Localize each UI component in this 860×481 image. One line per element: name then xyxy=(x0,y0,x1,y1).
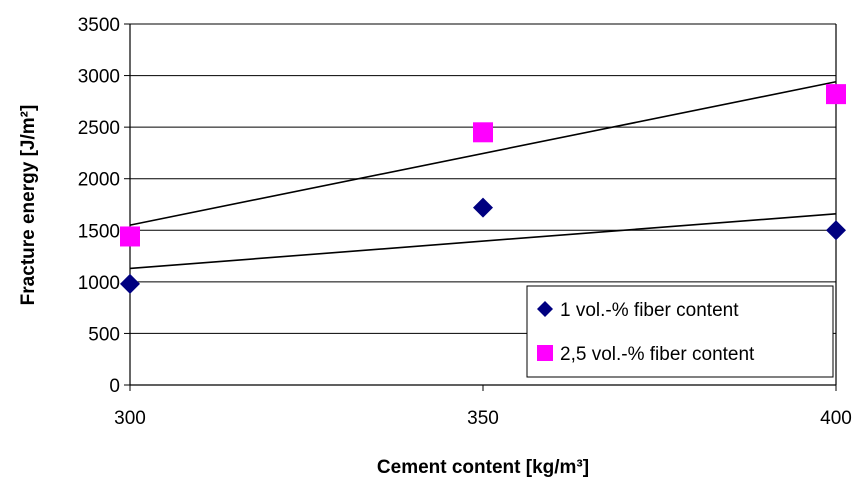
trendlines xyxy=(129,80,837,270)
y-tick-label: 3500 xyxy=(78,15,120,36)
y-tick-label: 0 xyxy=(109,376,120,397)
x-tick-labels: 300 350 400 xyxy=(114,385,852,429)
legend: 1 vol.-% fiber content 2,5 vol.-% fiber c… xyxy=(526,285,834,378)
x-tick-label: 350 xyxy=(467,408,499,429)
y-tick-label: 1500 xyxy=(78,221,120,242)
legend-label-2: 2,5 vol.-% fiber content xyxy=(560,344,755,365)
x-tick-label: 400 xyxy=(820,408,852,429)
y-axis-title: Fracture energy [J/m²] xyxy=(18,105,39,306)
legend-marker-2 xyxy=(537,345,553,361)
y-tick-labels: 0 500 1000 1500 2000 2500 3000 3500 xyxy=(78,15,130,397)
x-tick-label: 300 xyxy=(114,408,146,429)
y-tick-label: 2500 xyxy=(78,118,120,139)
point-series-1 xyxy=(826,220,846,241)
trendline-series-2 xyxy=(129,80,837,226)
trendline-series-1 xyxy=(129,212,837,270)
point-series-2 xyxy=(473,122,493,143)
y-tick-label: 1000 xyxy=(78,273,120,294)
point-series-1 xyxy=(473,197,493,218)
legend-box xyxy=(526,285,834,378)
point-series-2 xyxy=(826,84,846,105)
x-axis-title: Cement content [kg/m³] xyxy=(377,457,589,478)
point-series-2 xyxy=(120,226,140,247)
legend-marker-1 xyxy=(537,301,553,317)
y-tick-label: 3000 xyxy=(78,67,120,88)
point-series-1 xyxy=(120,273,140,294)
y-tick-label: 500 xyxy=(88,324,120,345)
data-points xyxy=(120,84,846,294)
y-tick-label: 2000 xyxy=(78,170,120,191)
legend-label-1: 1 vol.-% fiber content xyxy=(560,300,739,321)
